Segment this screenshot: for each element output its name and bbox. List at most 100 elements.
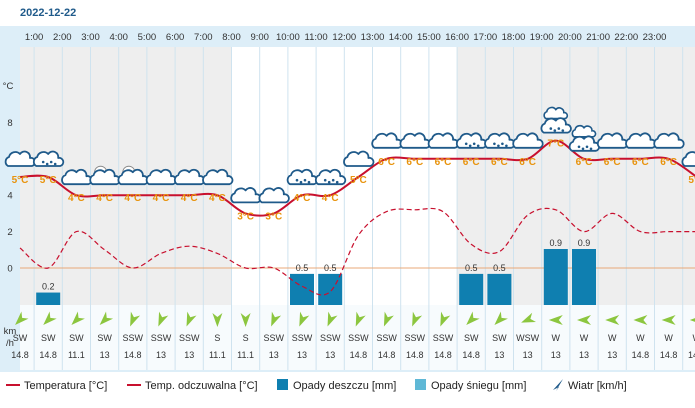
wind-arrow-icon	[355, 311, 366, 327]
legend-wind-icon	[553, 379, 563, 391]
wind-arrow-icon	[43, 311, 57, 325]
temperature-label: 5°C	[350, 175, 367, 186]
temperature-label: 6°C	[660, 157, 677, 168]
hour-label: 10:00	[276, 32, 300, 43]
wind-direction: SSW	[292, 333, 313, 343]
wind-speed: 14.8	[462, 350, 480, 360]
temperature-label: 4°C	[68, 193, 85, 204]
wind-arrow-shape	[383, 311, 394, 327]
wind-speed: 13	[100, 350, 110, 360]
cloud-icon	[343, 150, 375, 167]
wind-direction: SSW	[348, 333, 369, 343]
precip-label: 0.9	[550, 238, 563, 248]
hour-label: 13:00	[361, 32, 385, 43]
cloud-shape	[258, 187, 290, 204]
wind-arrow-icon	[383, 311, 394, 327]
wind-speed: 13	[269, 350, 279, 360]
wind-direction: SW	[13, 333, 28, 343]
raindrop	[49, 160, 53, 164]
wind-speed: 14.8	[434, 350, 452, 360]
raindrop	[497, 144, 500, 148]
y-tick-label: 4	[7, 191, 12, 202]
temperature-label: 6°C	[406, 157, 423, 168]
raindrop	[476, 144, 480, 148]
wind-direction: SSW	[151, 333, 172, 343]
wind-direction: S	[214, 333, 220, 343]
legend-label: Temperatura [°C]	[24, 380, 107, 392]
temperature-label: 3°C	[237, 211, 254, 222]
wind-arrow-shape	[548, 315, 563, 325]
raindrop	[307, 180, 311, 184]
wind-arrow-icon	[158, 311, 169, 327]
raindrop	[299, 180, 303, 184]
raindrop	[549, 127, 553, 130]
wind-arrow-icon	[412, 311, 423, 327]
hour-label: 7:00	[194, 32, 213, 43]
wind-arrow-icon	[633, 315, 648, 325]
precip-label: 0.5	[324, 263, 337, 273]
wind-speed: 13	[607, 350, 617, 360]
wind-arrow-shape	[327, 311, 338, 327]
hour-label: 4:00	[109, 32, 128, 43]
hour-label: 2:00	[53, 32, 72, 43]
y-tick-label: 0	[7, 264, 12, 275]
wind-direction: SSW	[179, 333, 200, 343]
y-tick-label: 2	[7, 227, 12, 238]
wind-direction: SSW	[264, 333, 285, 343]
hour-label: 19:00	[530, 32, 554, 43]
precip-label: 0.5	[493, 263, 506, 273]
wind-arrow-icon	[605, 315, 620, 325]
wind-arrow-shape	[577, 315, 591, 325]
raindrop	[41, 160, 45, 164]
cloud-moon-icon	[89, 165, 121, 186]
wind-arrow-shape	[186, 311, 197, 327]
raindrop	[472, 142, 476, 146]
wind-speed: 14.8	[406, 350, 424, 360]
precip-label: 0.2	[42, 282, 55, 292]
cloud-icon	[653, 132, 685, 149]
temperature-labels: 5°C 5°C 4°C 4°C 4°C 4°C 4°C 4°C 3°C 3°C 4°C 4°C 5°C 6…	[12, 139, 695, 223]
temperature-label: 6°C	[435, 157, 452, 168]
wind-speed: 14.8	[378, 350, 396, 360]
cloud-top-shape	[543, 106, 569, 120]
wind-arrow-shape	[99, 311, 114, 325]
temperature-label: 4°C	[96, 193, 113, 204]
wind-speed: 14.8	[124, 350, 142, 360]
cloud-shape	[314, 168, 347, 186]
y-tick-label: 8	[7, 118, 12, 129]
wind-speed: 14.8	[350, 350, 368, 360]
temperature-label: 4°C	[322, 193, 339, 204]
temperature-label: 6°C	[463, 157, 480, 168]
wind-direction: W	[693, 333, 695, 343]
cloud-rain-icon	[314, 168, 347, 186]
cloud-icon	[681, 151, 695, 167]
cloud-shape	[681, 151, 695, 167]
temperature-label: 6°C	[519, 157, 536, 168]
raindrop	[581, 147, 585, 151]
precip-label: 0.5	[465, 263, 478, 273]
wind-arrow-icon	[521, 312, 536, 323]
wind-speed: 13	[184, 350, 194, 360]
wind-arrow-icon	[466, 311, 480, 325]
hour-label: 22:00	[614, 32, 638, 43]
wind-speed: 14.8	[660, 350, 678, 360]
wind-arrow-shape	[633, 315, 648, 325]
precip-bar	[318, 273, 343, 305]
wind-arrow-shape	[661, 315, 676, 325]
hour-label: 16:00	[445, 32, 469, 43]
raindrop	[557, 127, 561, 130]
hour-label: 5:00	[138, 32, 157, 43]
raindrop	[295, 178, 299, 182]
wind-speed: 13	[325, 350, 335, 360]
temperature-label: 5°C	[12, 175, 29, 186]
wind-direction: SSW	[376, 333, 397, 343]
hour-label: 21:00	[586, 32, 610, 43]
raindrop	[468, 144, 472, 148]
temperature-label: 6°C	[491, 157, 508, 168]
raindrop	[577, 145, 581, 149]
wind-arrow-icon	[577, 315, 591, 325]
wind-speed: 13	[156, 350, 166, 360]
wind-speed: 13	[494, 350, 504, 360]
hour-label: 9:00	[250, 32, 269, 43]
precip-label: 0.5	[296, 263, 309, 273]
